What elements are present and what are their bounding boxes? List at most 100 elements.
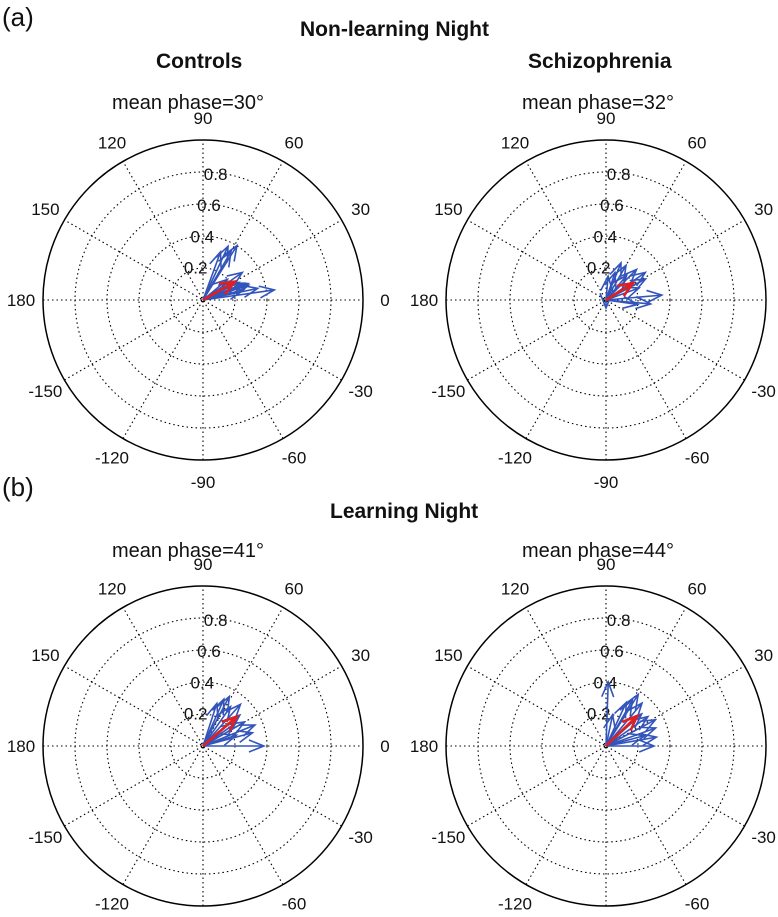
angle-tick-90: 90 <box>194 109 213 128</box>
angle-tick-150: 150 <box>434 646 462 665</box>
vector-arrow-13 <box>605 732 647 747</box>
radial-tick-0.6: 0.6 <box>197 196 221 215</box>
mean-phase-label-4: mean phase=44° <box>522 540 675 562</box>
angle-tick-150: 150 <box>31 200 59 219</box>
panel-b-label: (b) <box>2 472 34 502</box>
spoke-120 <box>525 607 687 885</box>
angle-tick-150: 150 <box>31 646 59 665</box>
angle-tick-180: 180 <box>410 737 438 756</box>
angle-tick-120: 120 <box>98 133 126 152</box>
radial-tick-0.8: 0.8 <box>607 165 631 184</box>
radial-tick-0.8: 0.8 <box>607 611 631 630</box>
mean-phase-label-2: mean phase=32° <box>522 92 675 114</box>
spoke-30 <box>467 219 745 381</box>
radial-ring-1 <box>573 267 639 333</box>
angle-tick-180: 180 <box>410 291 438 310</box>
angle-tick-0: 0 <box>380 737 389 756</box>
angle-tick--120: -120 <box>498 895 532 914</box>
mean-phase-label-1: mean phase=30° <box>112 92 265 114</box>
vector-arrow-12 <box>604 270 617 301</box>
vector-arrow-10 <box>202 249 222 301</box>
spoke-30 <box>64 219 342 381</box>
vector-arrow-1 <box>202 285 277 301</box>
radial-tick-0.4: 0.4 <box>593 227 617 246</box>
angle-tick-60: 60 <box>285 133 304 152</box>
radial-tick-0.4: 0.4 <box>190 673 214 692</box>
angle-tick--120: -120 <box>95 449 129 468</box>
radial-ring-3 <box>509 203 703 397</box>
group-schizophrenia-title: Schizophrenia <box>528 50 672 73</box>
group-controls-title: Controls <box>156 50 243 73</box>
angle-tick-90: 90 <box>597 555 616 574</box>
panel-a-label: (a) <box>2 2 34 32</box>
vector-arrow-11 <box>202 243 239 301</box>
section-b-title: Learning Night <box>330 500 479 523</box>
mean-vector-arrow <box>605 713 640 747</box>
angle-tick-30: 30 <box>754 646 773 665</box>
vector-arrow-11 <box>600 679 615 747</box>
radial-tick-0.8: 0.8 <box>204 165 228 184</box>
spoke-150 <box>467 219 745 381</box>
radial-tick-0.6: 0.6 <box>600 642 624 661</box>
angle-tick-120: 120 <box>501 133 529 152</box>
radial-tick-0.2: 0.2 <box>184 705 208 724</box>
vector-arrow-10 <box>605 698 634 747</box>
angle-tick--30: -30 <box>348 382 373 401</box>
radial-ring-1 <box>170 267 236 333</box>
angle-tick--60: -60 <box>282 449 307 468</box>
angle-tick--90: -90 <box>191 473 216 492</box>
angle-tick--60: -60 <box>282 895 307 914</box>
spoke-60 <box>525 161 687 439</box>
radial-tick-0.4: 0.4 <box>190 227 214 246</box>
angle-tick-150: 150 <box>434 200 462 219</box>
mean-vector-arrow <box>202 279 238 302</box>
spoke-150 <box>64 219 342 381</box>
radial-tick-0.2: 0.2 <box>587 705 611 724</box>
vector-arrow-1 <box>606 739 657 753</box>
angle-tick--60: -60 <box>685 449 710 468</box>
angle-tick--150: -150 <box>28 382 62 401</box>
mean-phase-label-3: mean phase=41° <box>112 540 265 562</box>
angle-tick-60: 60 <box>285 579 304 598</box>
vector-arrow-14 <box>202 286 246 301</box>
angle-tick-120: 120 <box>98 579 126 598</box>
angle-tick-180: 180 <box>7 291 35 310</box>
angle-tick-30: 30 <box>351 200 370 219</box>
spoke-150 <box>467 665 745 827</box>
angle-tick--120: -120 <box>498 449 532 468</box>
vector-arrow-12 <box>202 733 239 747</box>
vector-arrow-10 <box>202 701 219 747</box>
angle-tick--30: -30 <box>751 828 776 847</box>
mean-vector-arrow <box>605 281 637 302</box>
spoke-120 <box>122 161 284 439</box>
radial-ring-3 <box>106 649 300 843</box>
spoke-30 <box>467 665 745 827</box>
radial-tick-0.4: 0.4 <box>593 673 617 692</box>
vector-arrow-12 <box>603 712 617 747</box>
angle-tick-90: 90 <box>194 555 213 574</box>
radial-ring-3 <box>509 649 703 843</box>
vector-arrow-1 <box>605 289 664 304</box>
vector-arrow-9 <box>605 295 640 310</box>
angle-tick-30: 30 <box>351 646 370 665</box>
radial-tick-0.8: 0.8 <box>204 611 228 630</box>
spoke-120 <box>122 607 284 885</box>
spoke-120 <box>525 161 687 439</box>
radial-tick-0.2: 0.2 <box>184 259 208 278</box>
radial-ring-3 <box>106 203 300 397</box>
angle-tick-180: 180 <box>7 737 35 756</box>
angle-tick--120: -120 <box>95 895 129 914</box>
angle-tick-60: 60 <box>688 133 707 152</box>
spoke-60 <box>122 161 284 439</box>
radial-tick-0.6: 0.6 <box>600 196 624 215</box>
angle-tick--30: -30 <box>348 828 373 847</box>
section-a-title: Non-learning Night <box>300 18 489 41</box>
angle-tick--60: -60 <box>685 895 710 914</box>
angle-tick--150: -150 <box>431 828 465 847</box>
angle-tick-0: 0 <box>380 291 389 310</box>
spoke-30 <box>64 665 342 827</box>
angle-tick--90: -90 <box>594 473 619 492</box>
